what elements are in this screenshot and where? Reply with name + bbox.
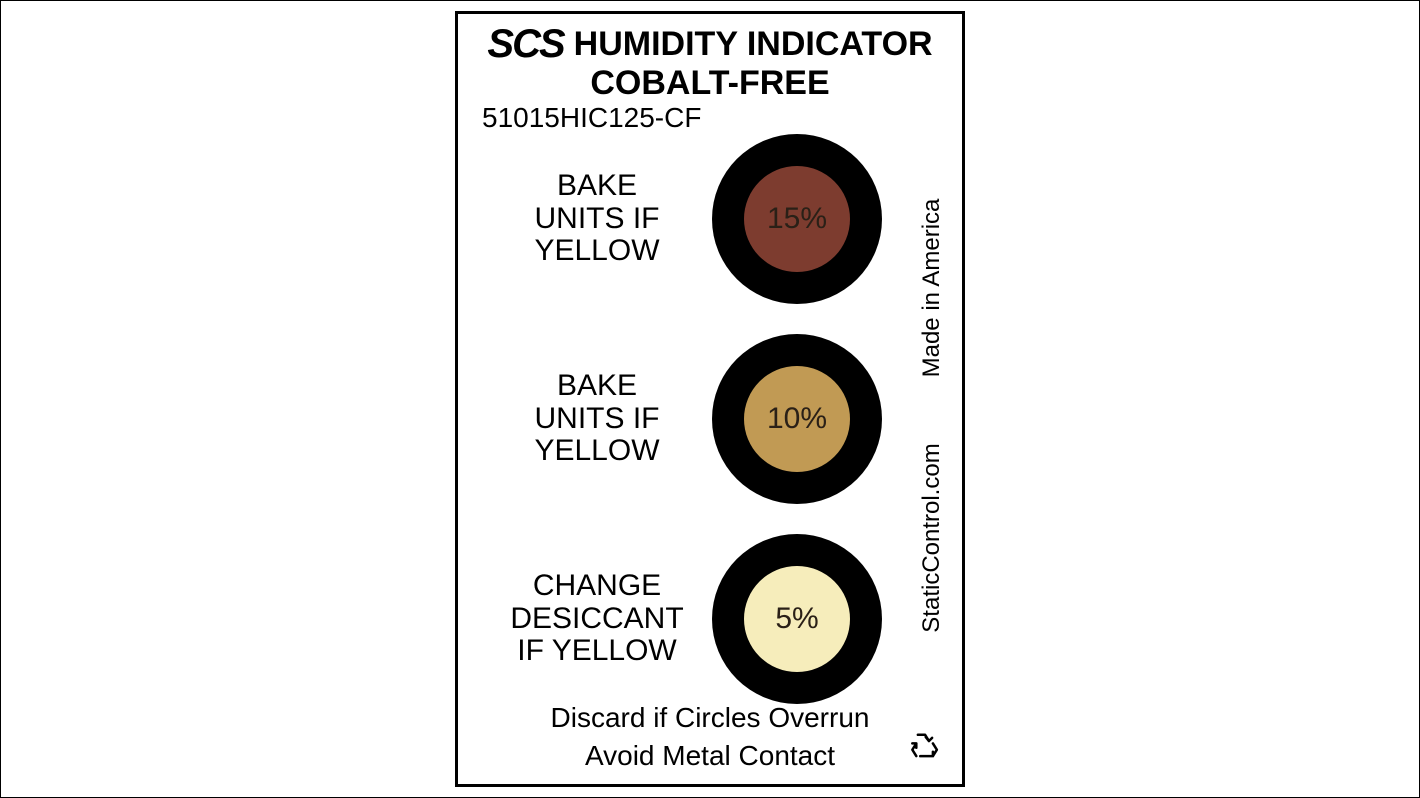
header-line-1: SCS HUMIDITY INDICATOR <box>487 24 932 64</box>
indicator-row: BAKE UNITS IF YELLOW 10% <box>482 334 912 504</box>
indicator-rows: BAKE UNITS IF YELLOW15%BAKE UNITS IF YEL… <box>482 134 912 704</box>
indicator-percent: 15% <box>744 166 850 272</box>
indicator-instruction: BAKE UNITS IF YELLOW <box>482 170 712 267</box>
part-number: 51015HIC125-CF <box>482 104 701 132</box>
indicator-card: SCS HUMIDITY INDICATOR COBALT-FREE 51015… <box>455 11 965 787</box>
indicator-row: BAKE UNITS IF YELLOW 15% <box>482 134 912 304</box>
footer-line-2: Avoid Metal Contact <box>458 738 962 774</box>
indicator-instruction: CHANGE DESICCANT IF YELLOW <box>482 570 712 667</box>
title-line-2: COBALT-FREE <box>590 66 829 102</box>
side-url-text: StaticControl.com <box>918 438 946 638</box>
brand-logo: SCS <box>487 24 563 64</box>
indicator-circle: 15% <box>712 134 882 304</box>
recycle-icon <box>906 726 944 764</box>
indicator-percent: 5% <box>744 566 850 672</box>
title-line-1: HUMIDITY INDICATOR <box>574 27 933 61</box>
canvas: SCS HUMIDITY INDICATOR COBALT-FREE 51015… <box>0 0 1420 798</box>
indicator-row: CHANGE DESICCANT IF YELLOW 5% <box>482 534 912 704</box>
footer-line-1: Discard if Circles Overrun <box>458 700 962 736</box>
indicator-percent: 10% <box>744 366 850 472</box>
indicator-instruction: BAKE UNITS IF YELLOW <box>482 370 712 467</box>
indicator-circle: 5% <box>712 534 882 704</box>
card-header: SCS HUMIDITY INDICATOR COBALT-FREE <box>458 24 962 102</box>
indicator-circle: 10% <box>712 334 882 504</box>
side-origin-text: Made in America <box>918 188 946 388</box>
